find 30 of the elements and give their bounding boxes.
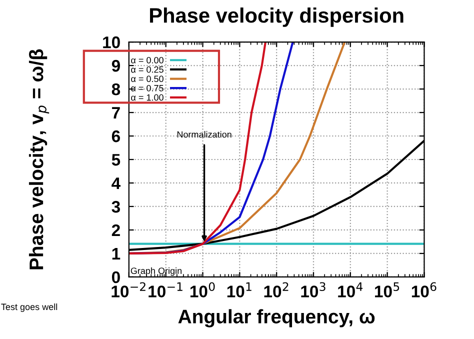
y-tick-label: 2: [112, 224, 120, 236]
x-tick-label: 10$^{−2}$: [112, 282, 146, 298]
legend-label: α = 1.00: [131, 94, 164, 101]
legend-label: α = 0.25: [131, 66, 164, 73]
y-axis-title: Phase velocity, v$_{p}$ = ω/β: [28, 49, 50, 270]
y-tick-label: 7: [112, 107, 120, 119]
annotation: Graph Origin: [130, 267, 182, 276]
y-tick-label: 0: [112, 271, 120, 284]
x-tick-label: 10$^{0}$: [190, 282, 215, 298]
y-tick-label: 9: [112, 60, 120, 72]
x-tick-label: 10$^{6}$: [412, 282, 436, 298]
x-tick-label: 10$^{1}$: [227, 282, 252, 298]
y-tick-label: 10: [103, 36, 120, 48]
x-tick-label: 10$^{4}$: [338, 282, 363, 298]
annotation: Normalization: [177, 131, 232, 138]
y-tick-label: 4: [112, 178, 121, 190]
x-axis-title: Angular frequency, ω: [178, 309, 375, 328]
x-tick-label: 10$^{−1}$: [148, 282, 182, 298]
text: Test goes well: [1, 303, 58, 312]
chart-title: Phase velocity dispersion: [150, 7, 404, 27]
x-tick-label: 10$^{2}$: [264, 282, 288, 298]
x-tick-label: 10$^{5}$: [375, 282, 400, 298]
legend-label: α = 0.50: [131, 76, 164, 82]
y-tick-label: 6: [112, 130, 120, 142]
legend-label: α = 0.00: [131, 57, 164, 64]
y-tick-label: 5: [112, 154, 120, 166]
y-tick-label: 8: [112, 83, 120, 96]
y-tick-label: 3: [112, 200, 120, 213]
x-tick-label: 10$^{3}$: [301, 282, 326, 298]
y-tick-label: 1: [112, 248, 120, 260]
